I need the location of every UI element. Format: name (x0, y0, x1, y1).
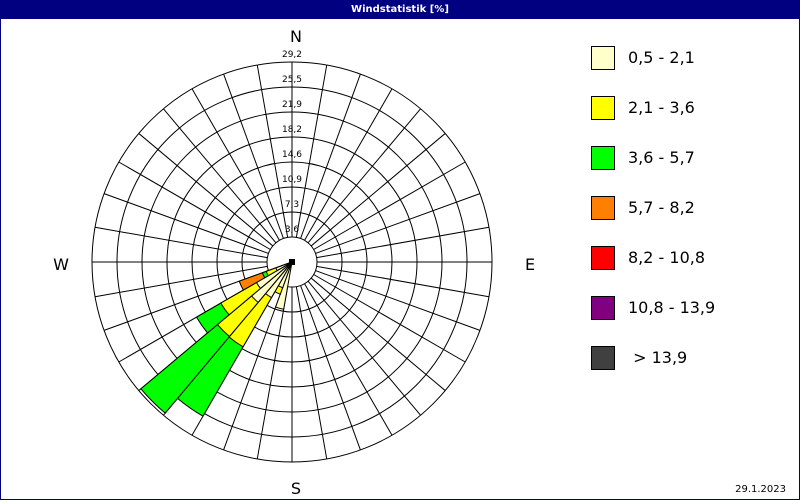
center-marker (289, 259, 295, 265)
grid-spoke (223, 73, 284, 239)
grid-spoke (191, 88, 280, 241)
legend-label: > 13,9 (628, 348, 688, 367)
grid-spoke (295, 64, 328, 238)
compass-label-w: W (53, 255, 69, 274)
ring-label: 10,9 (282, 175, 302, 185)
ring-label: 25,5 (282, 75, 302, 85)
grid-spoke (316, 226, 490, 259)
grid-spoke (310, 277, 446, 391)
grid-spoke (300, 285, 361, 451)
legend-swatch (591, 196, 615, 220)
grid-spoke (316, 265, 490, 298)
grid-spoke (304, 88, 393, 241)
legend-swatch (591, 46, 615, 70)
grid-spoke (315, 270, 481, 331)
grid-spoke (310, 133, 446, 247)
legend-item: 2,1 - 3,6 (591, 96, 791, 122)
compass-label-e: E (525, 255, 535, 274)
grid-spoke (300, 73, 361, 239)
legend-swatch (591, 246, 615, 270)
legend-label: 2,1 - 3,6 (628, 98, 695, 117)
legend-label: 0,5 - 2,1 (628, 48, 695, 67)
legend-label: 5,7 - 8,2 (628, 198, 695, 217)
compass-label-n: N (290, 27, 302, 46)
legend-item: > 13,9 (591, 346, 791, 372)
chart-title: Windstatistik [%] (0, 0, 800, 19)
grid-spoke (163, 108, 277, 244)
legend-label: 10,8 - 13,9 (628, 298, 716, 317)
legend-item: 3,6 - 5,7 (591, 146, 791, 172)
grid-spoke (315, 193, 481, 254)
grid-spoke (256, 286, 289, 460)
legend-swatch (591, 96, 615, 120)
legend-item: 0,5 - 2,1 (591, 46, 791, 72)
ring-label: 7,3 (285, 200, 299, 210)
legend-label: 3,6 - 5,7 (628, 148, 695, 167)
wind-bar-240-class-1 (275, 261, 293, 272)
legend-swatch (591, 346, 615, 370)
grid-spoke (313, 161, 466, 250)
grid-spoke (307, 280, 421, 416)
ring-label: 18,2 (282, 125, 302, 135)
ring-label: 14,6 (282, 150, 302, 160)
legend-item: 8,2 - 10,8 (591, 246, 791, 272)
legend-swatch (591, 146, 615, 170)
grid-spoke (307, 108, 421, 244)
grid-spoke (94, 226, 268, 259)
grid-spoke (295, 286, 328, 460)
legend-label: 8,2 - 10,8 (628, 248, 706, 267)
legend-item: 5,7 - 8,2 (591, 196, 791, 222)
grid-spoke (304, 283, 393, 436)
date-label: 29.1.2023 (735, 484, 786, 495)
ring-label: 3,6 (285, 225, 300, 235)
compass-label-s: S (291, 479, 301, 498)
grid-spoke (223, 285, 284, 451)
legend-swatch (591, 296, 615, 320)
grid-spoke (118, 161, 271, 250)
legend-item: 10,8 - 13,9 (591, 296, 791, 322)
ring-label: 21,9 (282, 100, 302, 110)
grid-spoke (313, 274, 466, 363)
grid-spoke (94, 265, 268, 298)
grid-spoke (138, 133, 274, 247)
ring-label: 29,2 (282, 50, 302, 60)
grid-spoke (256, 64, 289, 238)
grid-spoke (103, 193, 269, 254)
